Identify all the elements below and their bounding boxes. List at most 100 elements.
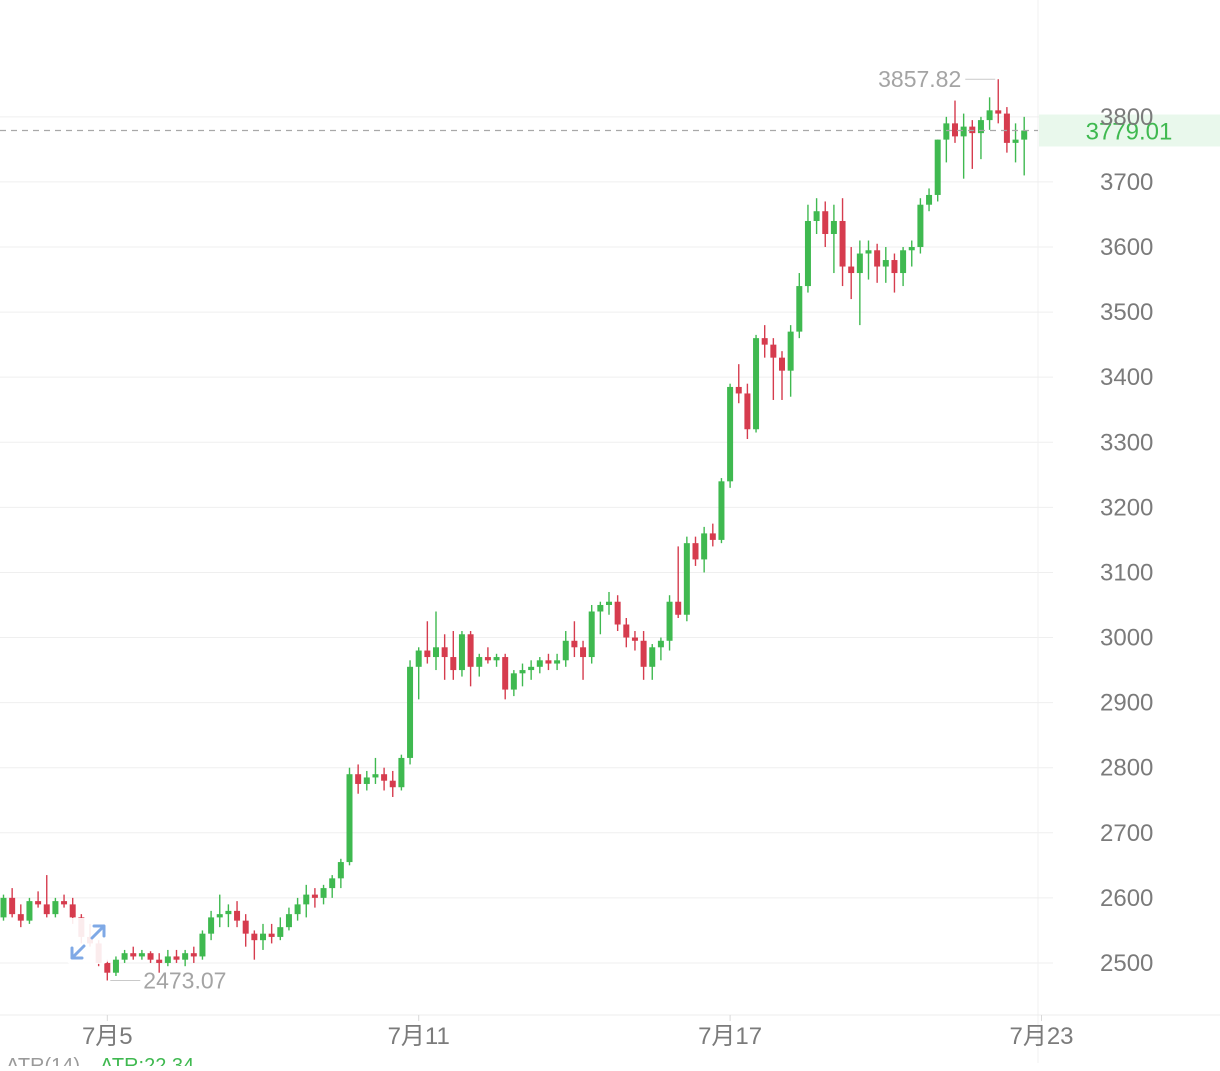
candle-up — [554, 660, 561, 664]
candle-down — [69, 904, 76, 918]
expand-arrow-up-right — [90, 924, 106, 940]
candle-up — [519, 670, 526, 674]
candle-down — [692, 543, 699, 560]
candle-up — [216, 914, 223, 918]
candle-down — [631, 637, 638, 641]
y-tick-label: 3200 — [1100, 494, 1153, 521]
candle-up — [277, 927, 284, 937]
candle-up — [121, 953, 128, 960]
candle-up — [830, 220, 837, 234]
candle-down — [502, 657, 509, 690]
candle-up — [727, 386, 734, 482]
candle-up — [683, 543, 690, 615]
y-tick-label: 2900 — [1100, 690, 1153, 717]
candle-up — [26, 901, 33, 921]
candle-down — [779, 357, 785, 371]
candle-down — [450, 657, 457, 671]
candle-up — [433, 647, 439, 658]
x-tick-label: 7月17 — [698, 1023, 762, 1050]
candle-up — [649, 647, 656, 667]
candle-down — [735, 386, 742, 394]
y-tick-label: 3100 — [1100, 559, 1153, 586]
candle-up — [1012, 139, 1019, 143]
candle-down — [268, 933, 275, 937]
candle-down — [675, 601, 682, 615]
x-tick-label: 7月5 — [82, 1023, 133, 1050]
candle-down — [43, 904, 50, 915]
candle-up — [908, 247, 915, 251]
y-tick-label: 2700 — [1100, 820, 1153, 847]
x-tick-label: 7月23 — [1009, 1023, 1073, 1050]
candle-down — [709, 533, 716, 540]
candle-down — [424, 650, 431, 658]
candle-down — [381, 774, 388, 781]
candle-up — [294, 904, 301, 915]
candle-down — [623, 624, 630, 638]
candle-down — [251, 933, 258, 941]
candle-up — [787, 331, 794, 371]
candle-up — [934, 139, 941, 195]
candle-down — [35, 901, 42, 905]
candle-up — [303, 894, 310, 905]
candle-layer — [0, 79, 1028, 981]
candle-up — [337, 862, 344, 879]
candle-up — [606, 601, 612, 605]
candle-down — [17, 914, 24, 921]
y-tick-label: 2800 — [1100, 755, 1153, 782]
candle-up — [208, 917, 215, 934]
candle-up — [182, 953, 189, 960]
candle-down — [1003, 113, 1010, 143]
candle-up — [225, 910, 232, 915]
candle-up — [346, 774, 353, 863]
y-tick-label: 3400 — [1100, 364, 1153, 391]
x-tick-label: 7月11 — [388, 1023, 450, 1050]
candle-up — [458, 634, 465, 671]
candle-down — [355, 774, 362, 784]
y-tick-label: 3000 — [1100, 625, 1153, 652]
candle-up — [164, 956, 171, 963]
candle-down — [147, 953, 154, 960]
high-marker-label: 3857.82 — [878, 66, 961, 92]
candle-up — [917, 204, 924, 248]
candle-down — [761, 338, 768, 345]
candle-up — [407, 666, 414, 758]
last-price-badge — [1039, 114, 1220, 147]
candle-up — [372, 774, 379, 778]
candle-up — [398, 757, 405, 788]
expand-icon — [64, 918, 110, 964]
candle-down — [173, 956, 180, 960]
last-price-label: 3779.01 — [1086, 119, 1173, 146]
candle-down — [242, 920, 249, 934]
candle-up — [112, 959, 119, 973]
candle-down — [156, 959, 163, 963]
candle-down — [614, 601, 621, 625]
candle-up — [363, 777, 370, 784]
indicator-name: ATR(14) — [6, 1055, 80, 1066]
candle-down — [9, 897, 16, 915]
candle-down — [580, 647, 587, 658]
candle-up — [476, 657, 483, 667]
candle-up — [666, 601, 673, 641]
candle-down — [995, 110, 1002, 114]
candle-down — [839, 220, 846, 267]
candle-up — [562, 640, 569, 661]
candle-up — [926, 194, 933, 205]
axis-layer: 2500 2600 2700 2800 2900 3000 3100 3200 3300 3400… — [6, 104, 1153, 1071]
candle-down — [311, 894, 318, 898]
candle-down — [61, 901, 68, 905]
candle-down — [234, 910, 241, 921]
candle-down — [389, 780, 396, 788]
candle-up — [493, 657, 500, 661]
candle-up — [199, 933, 206, 957]
candle-up — [900, 250, 907, 274]
candle-up — [856, 253, 863, 274]
candle-up — [597, 604, 604, 612]
candle-down — [744, 393, 751, 430]
y-tick-label: 2600 — [1100, 885, 1153, 912]
candle-up — [320, 888, 327, 898]
candle-up — [943, 123, 950, 140]
candle-up — [260, 933, 266, 941]
